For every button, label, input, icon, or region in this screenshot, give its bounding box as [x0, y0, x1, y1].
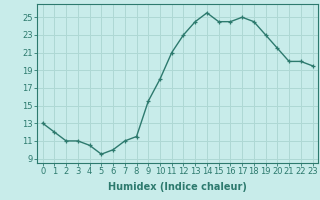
X-axis label: Humidex (Indice chaleur): Humidex (Indice chaleur) [108, 182, 247, 192]
